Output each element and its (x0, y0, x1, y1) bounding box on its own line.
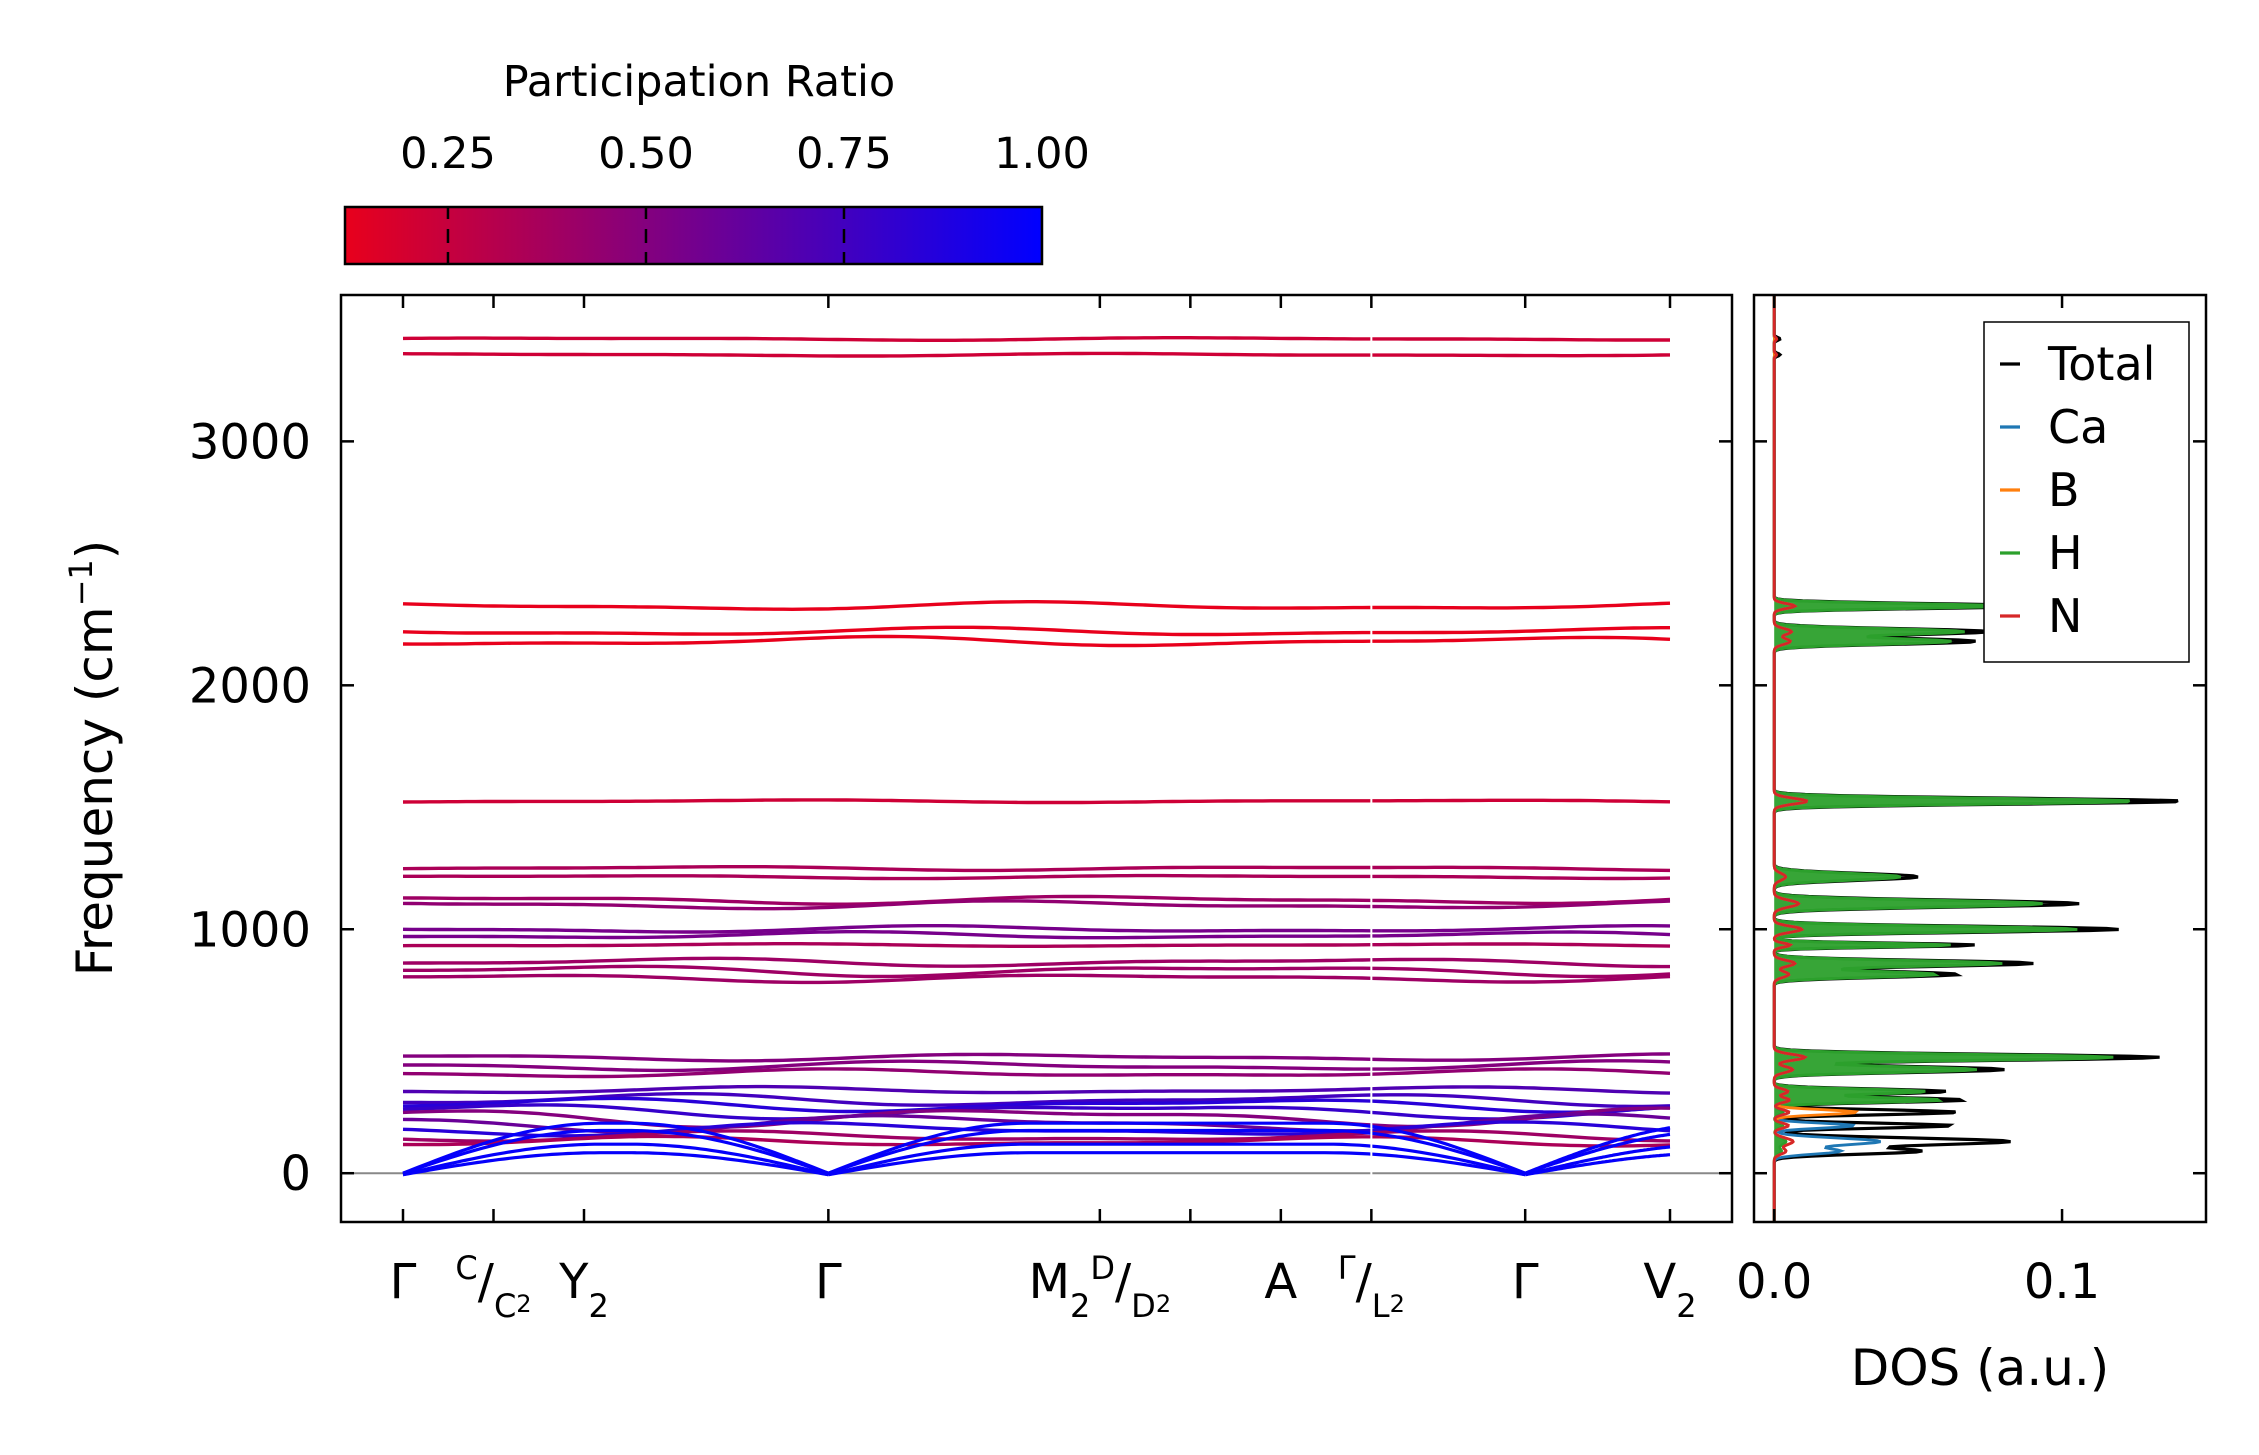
colorbar-gradient (343, 205, 1044, 266)
phonon-band (402, 924, 1671, 934)
y-tick-label: 2000 (189, 658, 311, 714)
colorbar-tick-label: 0.75 (796, 129, 892, 179)
phonon-band (403, 973, 1671, 985)
legend-label-H: H (2048, 526, 2083, 580)
phonon-band (402, 336, 1670, 342)
acoustic-branch (402, 1121, 829, 1175)
legend-label-N: N (2048, 589, 2082, 643)
phonon-band (402, 625, 1670, 637)
phonon-band (402, 956, 1670, 969)
y-tick-label: 0 (280, 1146, 311, 1202)
colorbar-tick-label: 0.25 (400, 129, 496, 179)
dos-x-tick-label: 0.0 (1736, 1254, 1812, 1310)
dos-legend: Total Ca BHN (1983, 321, 2190, 663)
colorbar-tick-label: 0.50 (598, 129, 694, 179)
path-axis-ticks: Γ C/C2 Y2 Γ M2D/D2 A Γ/L2 Γ V2 (390, 295, 1697, 1325)
acoustic-branch (827, 1128, 1526, 1175)
acoustic-branch (827, 1121, 1526, 1175)
acoustic-branch (828, 1142, 1526, 1177)
phonon-band (402, 600, 1671, 612)
frequency-axis-label: Frequency (cm−1) (62, 540, 124, 977)
phonon-band (402, 942, 1671, 948)
dos-series-N (1772, 295, 1809, 1222)
phonon-band (403, 1084, 1671, 1095)
phonon-band (402, 1092, 1671, 1109)
acoustic-branch (402, 1128, 829, 1175)
dos-axis-ticks: 0.0 0.1 (1736, 295, 2100, 1310)
phonon-band (402, 894, 1671, 906)
dos-axis-label: DOS (a.u.) (1851, 1339, 2110, 1397)
phonon-band (402, 1096, 1671, 1114)
phonon-band (402, 899, 1671, 911)
colorbar-tick-label: 1.00 (994, 129, 1090, 179)
y-tick-label: 3000 (189, 414, 311, 470)
y-tick-label: 1000 (189, 902, 311, 958)
phonon-band (403, 873, 1671, 881)
path-point-label: Γ (1512, 1254, 1539, 1310)
band-structure-plot: 0 1000 2000 3000 Γ C/C2 Y2 Γ M2D/D2 A Γ/L2 Γ V2 Fre… (62, 293, 2206, 1325)
dos-series-Ca (1772, 295, 1882, 1222)
phonon-band (402, 798, 1671, 805)
path-point-label: M2D/D2 (1029, 1249, 1172, 1325)
path-point-label: V2 (1643, 1254, 1696, 1325)
colorbar: Participation Ratio 0.25 0.50 0.75 1.00 (343, 57, 1090, 266)
path-point-label: Y2 (558, 1254, 609, 1325)
dos-series-B (1772, 295, 1860, 1222)
band-plot-frame (339, 293, 1734, 1224)
phonon-band (403, 1059, 1671, 1073)
legend-box (1983, 321, 2190, 663)
acoustic-branch (1524, 1145, 1671, 1177)
acoustic-branch (402, 1151, 829, 1177)
phonon-band (402, 865, 1671, 873)
phonon-band (402, 1103, 1671, 1121)
phonon-band (402, 1067, 1671, 1079)
acoustic-branch (402, 1142, 829, 1177)
path-point-label: C/C2 (455, 1249, 531, 1325)
path-point-label: Γ (390, 1254, 417, 1310)
legend-label-B: B (2048, 463, 2080, 517)
path-point-label: Γ (815, 1254, 842, 1310)
dos-curves (1772, 295, 2179, 1222)
colorbar-label: Participation Ratio (503, 57, 896, 107)
dos-x-tick-label: 0.1 (2024, 1254, 2100, 1310)
legend-label-Ca: Ca (2048, 400, 2108, 454)
phonon-band (403, 1052, 1671, 1063)
phonon-band (402, 634, 1671, 648)
path-point-label: Γ/L2 (1338, 1249, 1405, 1325)
phonon-band (402, 351, 1671, 358)
acoustic-branch (828, 1151, 1526, 1177)
path-point-label: A (1264, 1254, 1297, 1310)
phonon-band (403, 964, 1671, 979)
dos-plot: 0.0 0.1 DOS (a.u.) Total Ca BHN (1736, 293, 2208, 1397)
frequency-axis-ticks: 0 1000 2000 3000 (189, 414, 2206, 1202)
acoustic-branch (1524, 1126, 1671, 1175)
colorbar-ticks: 0.25 0.50 0.75 1.00 (400, 129, 1090, 264)
phonon-band (403, 930, 1671, 940)
dos-plot-frame (1752, 293, 2208, 1224)
phonon-bands (402, 336, 1671, 1177)
legend-label-Total: Total (2047, 337, 2155, 391)
